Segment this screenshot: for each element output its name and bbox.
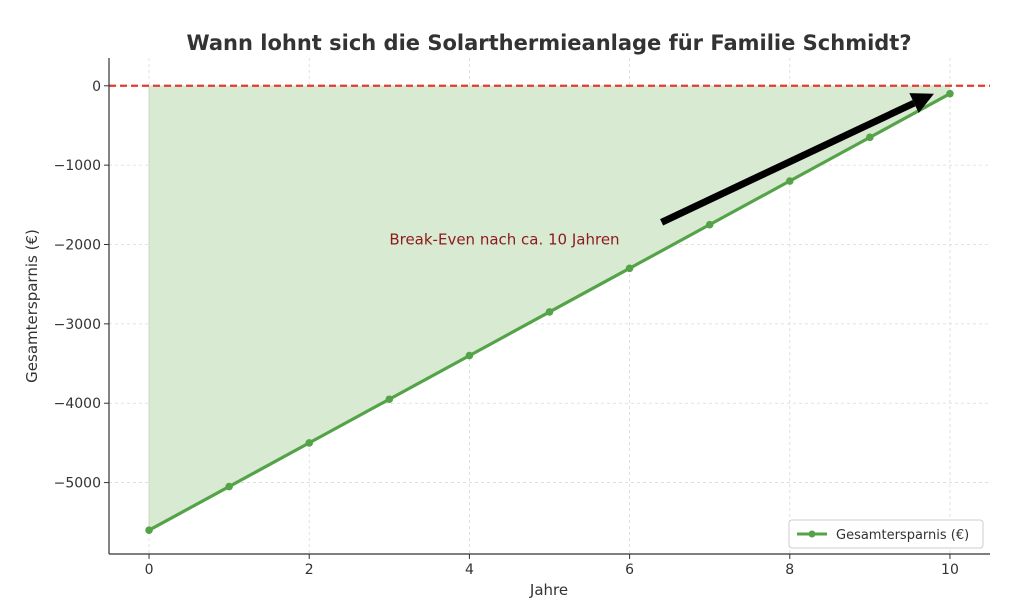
series-gesamtersparnis bbox=[145, 89, 954, 534]
data-point-0 bbox=[145, 526, 153, 534]
x-tick-label-1: 2 bbox=[305, 562, 314, 578]
data-point-5 bbox=[545, 308, 554, 316]
data-point-10 bbox=[946, 89, 954, 98]
area-fill-shape bbox=[149, 85, 950, 531]
data-point-1 bbox=[225, 482, 233, 491]
y-tick-label-4: −4000 bbox=[54, 396, 101, 412]
data-point-7 bbox=[705, 220, 714, 229]
y-tick-label-1: −1000 bbox=[54, 158, 101, 174]
legend-entry-gesamtersparnis: Gesamtersparnis (€) bbox=[836, 528, 969, 543]
break-even-annotation: Break-Even nach ca. 10 Jahren bbox=[389, 230, 619, 248]
data-point-4 bbox=[465, 351, 474, 360]
y-tick-label-3: −3000 bbox=[54, 317, 101, 333]
x-tick-label-4: 8 bbox=[785, 562, 794, 578]
ticks: 0 2 4 6 8 10 0 −1000 −2000 −3000 −4000 −5000 bbox=[54, 79, 959, 578]
y-tick-label-0: 0 bbox=[92, 79, 101, 95]
x-tick-label-5: 10 bbox=[941, 562, 959, 578]
annotation-arrow-head bbox=[909, 93, 934, 114]
data-point-2 bbox=[305, 439, 314, 447]
x-axis-label: Jahre bbox=[529, 581, 568, 599]
data-point-8 bbox=[785, 177, 794, 185]
annotation: Break-Even nach ca. 10 Jahren bbox=[389, 93, 934, 248]
y-tick-label-2: −2000 bbox=[54, 237, 101, 253]
chart-title: Wann lohnt sich die Solarthermieanlage f… bbox=[186, 31, 911, 55]
data-point-6 bbox=[625, 264, 634, 273]
data-point-9 bbox=[866, 133, 874, 142]
y-tick-label-5: −5000 bbox=[54, 476, 101, 492]
data-point-3 bbox=[385, 395, 394, 404]
x-tick-label-3: 6 bbox=[625, 562, 634, 578]
area-fill bbox=[148, 85, 950, 531]
axes bbox=[108, 58, 990, 555]
legend: Gesamtersparnis (€) bbox=[788, 519, 984, 549]
x-tick-label-0: 0 bbox=[145, 562, 154, 578]
legend-marker-swatch bbox=[808, 530, 816, 538]
annotation-arrow-shaft bbox=[660, 99, 916, 226]
y-axis-label: Gesamtersparnis (€) bbox=[23, 229, 41, 383]
legend-box bbox=[788, 519, 984, 549]
x-tick-label-2: 4 bbox=[465, 562, 474, 578]
